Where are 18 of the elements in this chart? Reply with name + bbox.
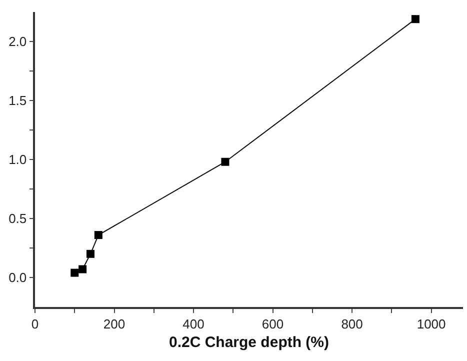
point [94, 231, 102, 240]
y-tick-label: 1.0 [8, 152, 27, 168]
x-axis-title: 0.2C Charge depth (%) [168, 334, 330, 351]
y-tick-label: 2.0 [8, 34, 27, 50]
x-tick-label: 800 [341, 316, 363, 332]
y-tick-label: 0.0 [8, 270, 27, 286]
x-tick-label: 200 [103, 316, 126, 332]
x-tick-label: 400 [182, 316, 204, 332]
x-tick-label: 1000 [416, 316, 446, 332]
point [221, 158, 230, 166]
x-tick-label: 600 [262, 316, 284, 332]
point [411, 15, 420, 24]
y-tick-label: 0.5 [8, 211, 27, 226]
x-tick-label: 0 [31, 316, 39, 332]
point [70, 268, 79, 277]
y-tick-label: 1.5 [8, 93, 27, 108]
point [86, 250, 94, 258]
point [78, 265, 87, 274]
